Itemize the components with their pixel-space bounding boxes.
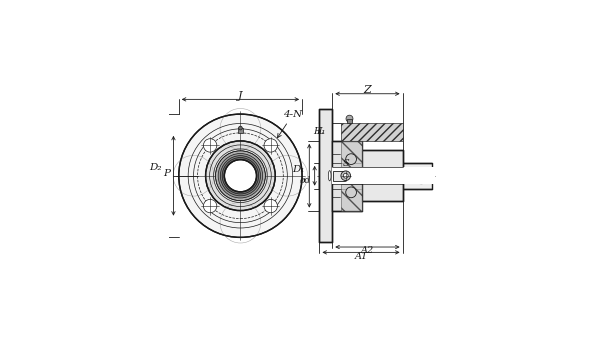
- Circle shape: [179, 114, 302, 237]
- Circle shape: [204, 199, 217, 213]
- Text: A1: A1: [355, 252, 368, 261]
- Circle shape: [346, 187, 356, 198]
- Text: ød: ød: [300, 175, 311, 184]
- Bar: [341, 123, 403, 141]
- Text: L: L: [316, 127, 323, 136]
- Text: Z: Z: [363, 85, 371, 95]
- Circle shape: [264, 139, 278, 152]
- Circle shape: [264, 199, 278, 213]
- Circle shape: [343, 173, 348, 178]
- Bar: [362, 150, 403, 201]
- Bar: [332, 141, 362, 211]
- Text: A2: A2: [361, 246, 374, 255]
- Text: S: S: [342, 159, 349, 168]
- Text: P: P: [163, 168, 170, 177]
- Circle shape: [220, 156, 260, 196]
- Circle shape: [346, 154, 356, 165]
- Bar: [320, 163, 432, 189]
- Bar: [320, 109, 332, 242]
- Bar: [341, 184, 362, 211]
- Circle shape: [239, 126, 242, 130]
- Bar: [239, 128, 243, 133]
- Circle shape: [346, 115, 353, 122]
- Circle shape: [218, 153, 263, 198]
- Circle shape: [341, 171, 350, 181]
- Bar: [333, 171, 345, 181]
- Text: D₁: D₁: [292, 165, 304, 174]
- Bar: [332, 167, 435, 184]
- Text: 4-N: 4-N: [278, 110, 303, 138]
- Text: J: J: [238, 91, 243, 101]
- Circle shape: [224, 160, 256, 192]
- Circle shape: [222, 158, 259, 194]
- Text: H₁: H₁: [313, 127, 326, 136]
- Bar: [348, 119, 352, 123]
- Circle shape: [205, 141, 275, 211]
- Circle shape: [215, 151, 265, 201]
- Circle shape: [204, 139, 217, 152]
- Text: D₂: D₂: [149, 163, 162, 172]
- Bar: [341, 141, 362, 167]
- Ellipse shape: [329, 171, 331, 181]
